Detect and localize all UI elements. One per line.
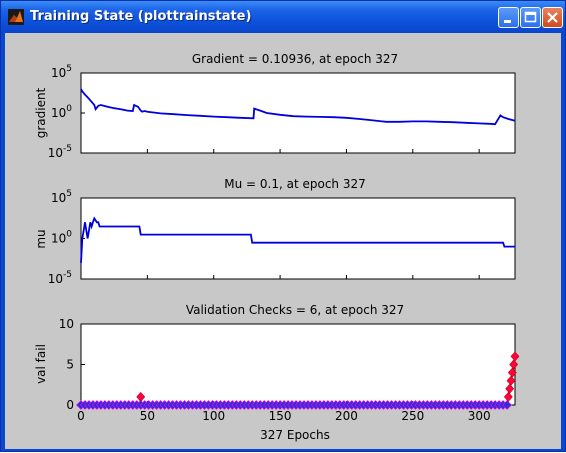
val-fail-point — [136, 391, 146, 402]
title-bar[interactable]: Training State (plottrainstate) — [1, 1, 565, 33]
ytick-label: 0 — [66, 398, 74, 412]
validation-axes — [80, 323, 516, 406]
mu-axes — [80, 197, 516, 280]
xtick-label: 100 — [202, 409, 225, 423]
xtick-label: 0 — [77, 409, 85, 423]
val-fail-point — [503, 391, 513, 402]
val-fail-point — [509, 359, 519, 370]
ytick-label: 105 — [51, 64, 72, 80]
val-fail-point — [510, 351, 520, 362]
ytick-label: 100 — [51, 230, 72, 246]
val-fail-point — [502, 400, 512, 410]
plots-area: Gradient = 0.10936, at epoch 327 10-5100… — [34, 52, 520, 442]
gradient-series-line — [80, 88, 516, 126]
maximize-button[interactable] — [520, 7, 541, 28]
val-fail-point — [505, 383, 515, 394]
ytick-label: 10 — [59, 317, 74, 331]
validation-ylabel: val fail — [34, 344, 48, 384]
minimize-button[interactable] — [498, 7, 519, 28]
figure-canvas: Gradient = 0.10936, at epoch 327 10-5 100… — [5, 33, 561, 449]
gradient-axes — [80, 72, 516, 154]
ytick-label: 100 — [51, 104, 72, 120]
matlab-logo-icon — [8, 9, 24, 25]
gradient-panel: Gradient = 0.10936, at epoch 327 10-5 100… — [34, 52, 516, 160]
ytick-label: 10-5 — [48, 270, 72, 286]
gradient-title: Gradient = 0.10936, at epoch 327 — [192, 52, 398, 66]
mu-ylabel: mu — [34, 229, 48, 248]
gradient-ylabel: gradient — [34, 87, 48, 138]
xtick-label: 200 — [335, 409, 358, 423]
epochs-xlabel: 327 Epochs — [260, 428, 330, 442]
validation-panel: Validation Checks = 6, at epoch 327 0 5 10… — [34, 303, 520, 442]
minimize-icon — [504, 20, 511, 23]
val-fail-point — [507, 367, 517, 378]
xtick-label: 250 — [401, 409, 424, 423]
xtick-label: 150 — [269, 409, 292, 423]
xtick-label: 300 — [468, 409, 491, 423]
ytick-label: 5 — [66, 358, 74, 372]
ytick-label: 10-5 — [48, 144, 72, 160]
close-icon — [547, 12, 558, 23]
validation-title: Validation Checks = 6, at epoch 327 — [186, 303, 404, 317]
mu-title: Mu = 0.1, at epoch 327 — [224, 177, 366, 191]
xtick-label: 50 — [140, 409, 155, 423]
close-button[interactable] — [542, 7, 563, 28]
window-title: Training State (plottrainstate) — [30, 9, 252, 24]
mu-panel: Mu = 0.1, at epoch 327 10-5 100 105 mu — [34, 177, 516, 286]
maximize-icon — [524, 11, 537, 23]
val-fail-point — [506, 375, 516, 386]
mu-series-line — [80, 216, 515, 263]
ytick-label: 105 — [51, 189, 72, 205]
